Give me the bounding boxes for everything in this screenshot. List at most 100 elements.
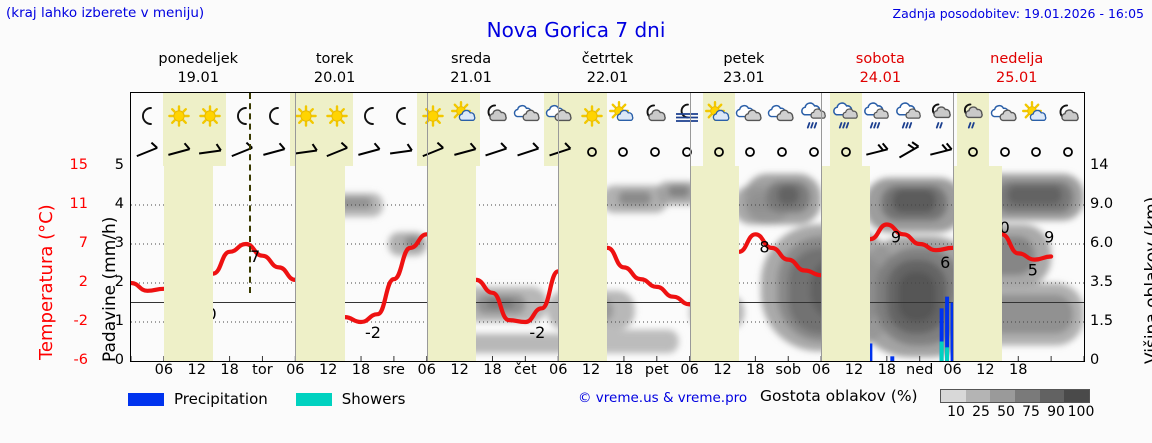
cloud-density-scalebar (940, 389, 1090, 403)
precipitation-tick-2: 3 (114, 235, 124, 251)
temperature-tick-0: 15 (69, 157, 88, 173)
sky-icon-sun-cloud-10 (448, 93, 481, 138)
x-label-16: 06 (680, 362, 699, 378)
day-date: 23.01 (723, 70, 765, 86)
temp-extreme-max-1: 7 (250, 247, 260, 266)
sky-icon-sun-6 (321, 93, 354, 138)
sky-icon-fog-17 (671, 93, 703, 138)
day-name: sreda (450, 51, 492, 67)
wind-barb-1 (162, 138, 195, 166)
wind-barb-16 (639, 138, 671, 166)
x-label-23: ned (906, 362, 934, 378)
wind-barb-14 (575, 138, 608, 166)
day-name: četrtek (581, 51, 634, 67)
density-swatch-100 (1064, 390, 1090, 402)
x-label-26: 18 (1009, 362, 1028, 378)
precipitation-bar-9 (945, 296, 950, 361)
location-note: (kraj lahko izberete v meniju) (6, 5, 205, 21)
x-label-14: 18 (614, 362, 634, 378)
wind-barb-11 (480, 138, 512, 166)
sky-icon-cloud-13 (543, 93, 576, 138)
day-date: 25.01 (995, 70, 1038, 86)
wind-barb-15 (607, 138, 639, 166)
x-label-21: 12 (844, 362, 864, 378)
cloud-blob-37 (985, 294, 1074, 334)
day-name: nedelja (990, 51, 1044, 67)
wind-barb-9 (416, 138, 449, 166)
x-label-24: 06 (943, 362, 962, 378)
wind-barb-6 (321, 138, 354, 166)
density-tick-25: 25 (972, 404, 990, 420)
sky-icon-sun-14 (575, 93, 608, 138)
precipitation-legend: Precipitation Showers (128, 387, 405, 411)
x-label-1: 12 (187, 362, 206, 378)
precipitation-legend-label: Precipitation (174, 390, 268, 408)
sky-icon-sun-5 (289, 93, 322, 138)
sky-icon-sun-cloud-28 (1020, 93, 1052, 138)
x-label-13: 12 (581, 362, 601, 378)
x-label-8: 06 (417, 362, 436, 378)
wind-barb-13 (543, 138, 576, 166)
density-swatch-10 (941, 390, 966, 402)
day-date: 24.01 (859, 70, 902, 86)
wind-barb-24 (893, 138, 925, 166)
day-date: 19.01 (177, 70, 219, 86)
cloud-tick-1: 9.0 (1090, 196, 1114, 212)
sky-icon-cloud-rain-22 (829, 93, 862, 138)
last-updated: Zadnja posodobitev: 19.01.2026 - 16:05 (892, 6, 1144, 21)
sky-icon-moon-3 (226, 93, 258, 138)
day-name: sobota (855, 51, 905, 67)
day-header-3: četrtek 22.01 (539, 50, 675, 90)
copyright-notice[interactable]: © vreme.us & vreme.pro (578, 390, 748, 406)
wind-barb-10 (448, 138, 481, 166)
wind-barb-17 (671, 138, 703, 166)
wind-barb-21 (798, 138, 830, 166)
precipitation-bar-8 (939, 308, 944, 361)
temperature-tick-4: -2 (73, 313, 88, 329)
wind-barb-23 (862, 138, 894, 166)
day-header-5: sobota 24.01 (812, 50, 948, 90)
wind-barb-0 (131, 138, 163, 166)
cloud-tick-3: 3.5 (1090, 274, 1114, 290)
showers-swatch (295, 392, 332, 406)
x-label-3: tor (252, 362, 273, 378)
sky-icon-moon-cloud-rain-26 (956, 93, 989, 138)
wind-barb-28 (1020, 138, 1052, 166)
x-label-10: 18 (483, 362, 502, 378)
density-swatch-50 (990, 390, 1016, 402)
x-label-12: 06 (548, 362, 568, 378)
showers-bar-9 (945, 347, 950, 361)
wind-barb-22 (829, 138, 862, 166)
wind-barb-row (131, 138, 1084, 166)
daylight-band-5 (821, 166, 871, 361)
cloud-blob-39 (459, 333, 570, 354)
daylight-band-3 (558, 166, 608, 361)
x-label-5: 12 (318, 362, 338, 378)
daylight-band-6 (952, 166, 1002, 361)
day-name: ponedeljek (158, 51, 239, 67)
sky-icon-sun-9 (416, 93, 449, 138)
temp-extreme-min-4: -2 (529, 323, 545, 342)
daylight-band-0 (163, 166, 214, 361)
sky-icon-moon-0 (131, 93, 163, 138)
precipitation-tick-5: 0 (114, 352, 124, 368)
wind-barb-7 (353, 138, 385, 166)
precipitation-bar-7 (890, 356, 895, 361)
sky-icon-moon-4 (258, 93, 290, 138)
day-header-0: ponedeljek 19.01 (130, 50, 266, 90)
day-name: torek (315, 51, 354, 67)
cloud-axis-label: Višina oblakov (km) (1142, 196, 1152, 364)
density-tick-75: 75 (1022, 404, 1040, 420)
wind-barb-19 (735, 138, 767, 166)
wind-barb-2 (194, 138, 227, 166)
day-header-row: ponedeljek 19.01 torek 20.01 sreda 21.01 četrt… (130, 50, 1085, 90)
sky-icon-cloud-rain-23 (862, 93, 894, 138)
density-tick-90: 90 (1047, 404, 1065, 420)
wind-barb-4 (258, 138, 290, 166)
wind-barb-3 (226, 138, 258, 166)
cloud-tick-4: 1.5 (1090, 313, 1114, 329)
density-tick-50: 50 (997, 404, 1015, 420)
cloud-blob-35 (1007, 185, 1063, 205)
daylight-band-4 (689, 166, 739, 361)
wind-barb-27 (989, 138, 1021, 166)
